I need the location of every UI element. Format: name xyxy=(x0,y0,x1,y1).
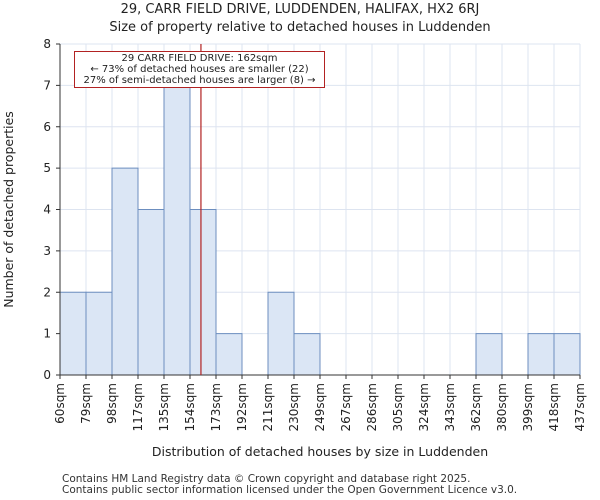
bar xyxy=(475,333,503,376)
chart-title: 29, CARR FIELD DRIVE, LUDDENDEN, HALIFAX… xyxy=(120,2,480,17)
annotation-line-1: 29 CARR FIELD DRIVE: 162sqm xyxy=(121,53,278,64)
y-tick-label: 7 xyxy=(43,78,51,92)
bar xyxy=(267,291,295,376)
x-tick-label: 418sqm xyxy=(547,383,561,431)
property-annotation: 29 CARR FIELD DRIVE: 162sqm ← 73% of det… xyxy=(74,51,325,88)
x-tick-label: 230sqm xyxy=(287,383,301,431)
x-tick-label: 380sqm xyxy=(495,383,509,431)
bar xyxy=(137,209,165,376)
x-tick-label: 60sqm xyxy=(53,383,67,424)
x-tick-label: 324sqm xyxy=(417,383,431,431)
bar xyxy=(111,167,139,376)
x-tick-label: 98sqm xyxy=(105,383,119,424)
x-tick-label: 399sqm xyxy=(521,383,535,431)
chart-subtitle: Size of property relative to detached ho… xyxy=(109,20,491,35)
y-tick-label: 2 xyxy=(43,285,51,299)
bar xyxy=(527,333,555,376)
footer-line-2: Contains public sector information licen… xyxy=(62,484,518,496)
x-tick-label: 135sqm xyxy=(157,383,171,431)
y-tick-label: 5 xyxy=(43,161,51,175)
y-axis-title: Number of detached properties xyxy=(1,111,16,308)
x-tick-label: 305sqm xyxy=(391,383,405,431)
x-tick-label: 117sqm xyxy=(131,383,145,431)
footer-line-1: Contains HM Land Registry data © Crown c… xyxy=(62,473,471,485)
x-tick-label: 343sqm xyxy=(443,383,457,431)
bar xyxy=(59,291,87,376)
x-tick-label: 362sqm xyxy=(469,383,483,431)
y-tick-label: 3 xyxy=(43,244,51,258)
bar xyxy=(215,333,243,376)
bar xyxy=(163,84,191,376)
x-tick-label: 286sqm xyxy=(365,383,379,431)
x-tick-label: 211sqm xyxy=(261,383,275,431)
annotation-line-2: ← 73% of detached houses are smaller (22… xyxy=(90,64,309,75)
bar xyxy=(293,333,321,376)
y-tick-label: 4 xyxy=(43,203,51,217)
y-tick-label: 0 xyxy=(43,368,51,382)
x-tick-label: 249sqm xyxy=(313,383,327,431)
x-tick-label: 437sqm xyxy=(573,383,587,431)
x-tick-label: 79sqm xyxy=(79,383,93,424)
bar xyxy=(553,333,581,376)
x-tick-label: 267sqm xyxy=(339,383,353,431)
bar xyxy=(85,291,113,376)
bar xyxy=(189,209,217,376)
x-tick-label: 173sqm xyxy=(209,383,223,431)
y-tick-label: 8 xyxy=(43,37,51,51)
annotation-line-3: 27% of semi-detached houses are larger (… xyxy=(83,75,316,86)
y-tick-label: 6 xyxy=(43,120,51,134)
x-axis-title: Distribution of detached houses by size … xyxy=(152,444,488,459)
y-tick-label: 1 xyxy=(43,327,51,341)
x-tick-label: 154sqm xyxy=(183,383,197,431)
x-tick-label: 192sqm xyxy=(235,383,249,431)
